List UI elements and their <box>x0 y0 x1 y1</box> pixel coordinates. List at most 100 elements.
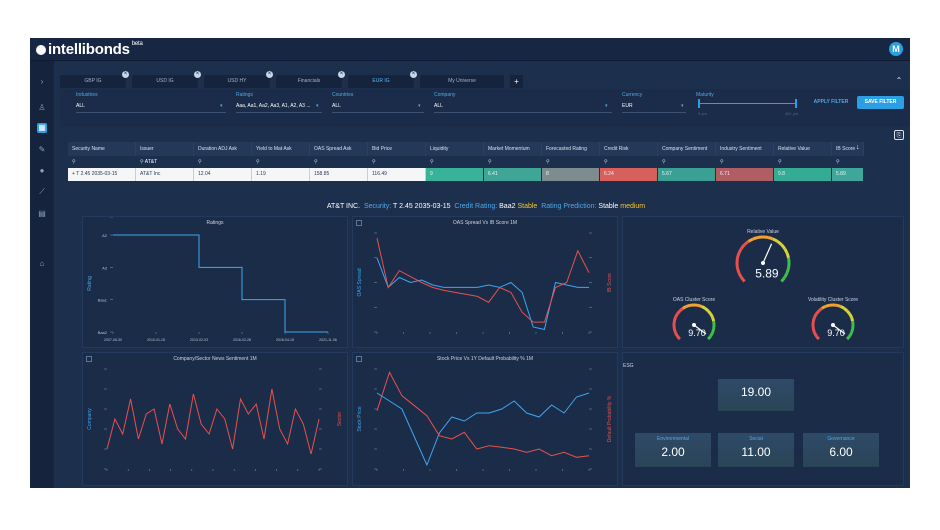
brand-logo[interactable]: intellibonds beta <box>36 41 143 58</box>
column-header[interactable]: Duration ADJ Ask <box>194 142 252 156</box>
gauge-arc-segment <box>674 313 679 318</box>
table-cell[interactable]: 158.85 <box>310 168 368 181</box>
close-icon[interactable]: × <box>122 71 129 78</box>
close-icon[interactable]: × <box>266 71 273 78</box>
panel-menu-icon[interactable] <box>356 220 362 226</box>
news-chart[interactable]: Company Sector <box>83 353 349 487</box>
column-header[interactable]: Issuer <box>136 142 194 156</box>
maturity-slider[interactable] <box>700 103 796 104</box>
panel-title: OAS Spread Vs IB Score 1M <box>452 220 518 226</box>
sort-arrow-icon[interactable]: ↓ <box>856 144 860 151</box>
chevron-down-icon[interactable]: ▾ <box>220 103 223 109</box>
table-cell[interactable]: 9.8 <box>774 168 832 181</box>
table-cell[interactable]: 9 <box>426 168 484 181</box>
column-search-input[interactable]: ⚲ <box>68 156 136 168</box>
maturity-max-handle[interactable] <box>795 99 797 108</box>
ratings-select[interactable]: Aaa, Aa1, Aa2, Aa3, A1, A2, A3 ... <box>236 103 311 109</box>
tab-usd-hy[interactable]: USD HY × <box>204 71 273 88</box>
table-cell[interactable]: 5.89 <box>832 168 864 181</box>
chevron-down-icon[interactable]: ▾ <box>418 103 421 109</box>
column-search-input[interactable]: ⚲ <box>542 156 600 168</box>
column-header[interactable]: Company Sentiment <box>658 142 716 156</box>
globe-nav-icon[interactable]: ● <box>39 166 45 175</box>
tab-financials[interactable]: Financials × <box>276 71 345 88</box>
countries-select[interactable]: ALL <box>332 103 341 109</box>
oas-chart[interactable]: OAS Spread IB Score <box>353 217 619 349</box>
close-icon[interactable]: × <box>410 71 417 78</box>
gauge-needle <box>693 324 707 335</box>
collapse-icon[interactable]: ⌃ <box>895 76 903 85</box>
column-header[interactable]: Market Momentum <box>484 142 542 156</box>
home-icon[interactable]: ⌂ <box>39 259 45 268</box>
column-header[interactable]: Forecasted Rating <box>542 142 600 156</box>
table-cell[interactable]: AT&T Inc <box>136 168 194 181</box>
tab-eur-ig[interactable]: EUR IG × <box>348 71 417 88</box>
expand-row-icon[interactable]: + <box>72 171 77 177</box>
column-search-input[interactable]: ⚲ <box>774 156 832 168</box>
table-cell[interactable]: 12.04 <box>194 168 252 181</box>
tab-gbp-ig[interactable]: GBP IG × <box>60 71 129 88</box>
y-axis-label: Company <box>87 408 93 430</box>
table-cell[interactable]: 6.71 <box>716 168 774 181</box>
trend-icon[interactable]: ⟋ <box>39 187 45 196</box>
gauge-arc-segment <box>836 303 842 308</box>
environmental-label: Environmental <box>657 436 689 442</box>
column-header[interactable]: Bid Price <box>368 142 426 156</box>
close-icon[interactable]: × <box>194 71 201 78</box>
price-chart[interactable]: Stock Price Default Probability % <box>353 353 619 487</box>
avatar[interactable]: M <box>889 42 903 56</box>
column-search-input[interactable]: ⚲ <box>716 156 774 168</box>
maturity-min-handle[interactable] <box>698 99 700 108</box>
column-header[interactable]: IB Score <box>832 142 864 156</box>
grid-icon[interactable]: ▦ <box>37 123 47 133</box>
close-icon[interactable]: × <box>338 71 345 78</box>
column-header[interactable]: Liquidity <box>426 142 484 156</box>
column-search-input[interactable]: ⚲ AT&T <box>136 156 194 168</box>
table-cell[interactable]: 116.49 <box>368 168 426 181</box>
column-header[interactable]: Relative Value <box>774 142 832 156</box>
export-icon[interactable]: ⎘ <box>894 130 904 140</box>
currency-select[interactable]: EUR <box>622 103 633 109</box>
column-search-input[interactable]: ⚲ <box>426 156 484 168</box>
apply-filter-button[interactable]: APPLY FILTER <box>813 99 849 105</box>
company-select[interactable]: ALL <box>434 103 443 109</box>
column-search-input[interactable]: ⚲ <box>194 156 252 168</box>
maturity-max-label: 40+ yrs <box>785 111 799 116</box>
table-cell[interactable]: 6.24 <box>600 168 658 181</box>
chevron-down-icon[interactable]: ▾ <box>316 103 319 109</box>
column-header[interactable]: Credit Risk <box>600 142 658 156</box>
table-cell[interactable]: 6.41 <box>484 168 542 181</box>
column-header[interactable]: OAS Spread Ask <box>310 142 368 156</box>
gauges-panel: 5.89 Relative Value 9.70 OAS Cluster Score 9… <box>622 216 904 348</box>
tab-my-universe[interactable]: My Universe <box>420 75 504 88</box>
panel-menu-icon[interactable] <box>356 356 362 362</box>
column-search-input[interactable]: ⚲ <box>600 156 658 168</box>
document-icon[interactable]: ▤ <box>38 209 46 218</box>
table-cell[interactable]: 5.67 <box>658 168 716 181</box>
chevron-down-icon[interactable]: ▾ <box>605 103 608 109</box>
column-search-input[interactable]: ⚲ <box>368 156 426 168</box>
expand-icon[interactable]: › <box>40 77 44 86</box>
table-cell[interactable]: 8 <box>542 168 600 181</box>
column-search-input[interactable]: ⚲ <box>252 156 310 168</box>
table-cell[interactable]: + T 2.45 2035-03-15 <box>68 168 136 181</box>
save-filter-button[interactable]: SAVE FILTER <box>857 96 904 109</box>
column-search-input[interactable]: ⚲ <box>484 156 542 168</box>
tools-icon[interactable]: ✎ <box>38 145 46 154</box>
column-search-input[interactable]: ⚲ <box>310 156 368 168</box>
maturity-min-label: 0 yrs <box>698 111 707 116</box>
chevron-down-icon[interactable]: ▾ <box>681 103 684 109</box>
add-tab-button[interactable]: + <box>510 75 523 88</box>
users-icon[interactable]: ♙ <box>38 103 46 112</box>
column-header[interactable]: Yield to Mat Ask <box>252 142 310 156</box>
column-header[interactable]: Security Name <box>68 142 136 156</box>
gauge-arc-segment <box>772 237 779 243</box>
column-search-input[interactable]: ⚲ <box>658 156 716 168</box>
panel-menu-icon[interactable] <box>86 356 92 362</box>
tab-usd-ig[interactable]: USD IG × <box>132 71 201 88</box>
industries-select[interactable]: ALL <box>76 103 85 109</box>
table-cell[interactable]: 1.19 <box>252 168 310 181</box>
ratings-chart[interactable]: A2 A3 Baa1 Baa2 2007-06-30 2010-01-15 2013-02-… <box>83 217 349 349</box>
column-header[interactable]: Industry Sentiment <box>716 142 774 156</box>
column-search-input[interactable]: ⚲ <box>832 156 864 168</box>
